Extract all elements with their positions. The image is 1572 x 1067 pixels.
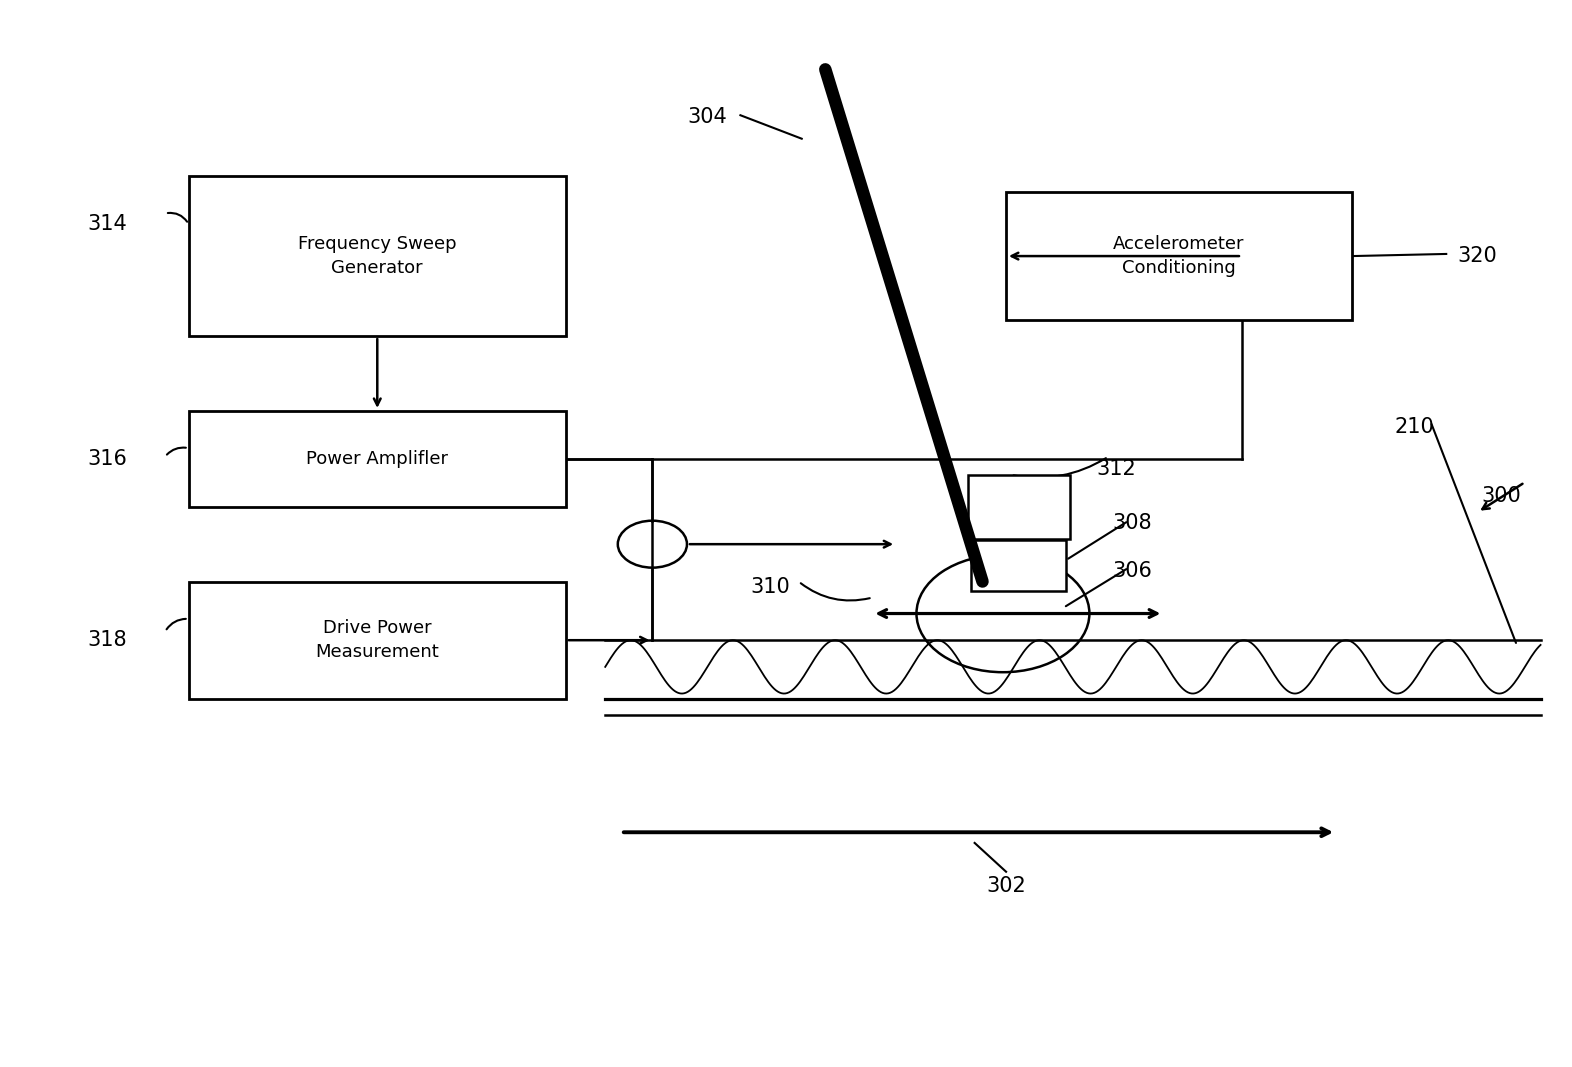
Text: 210: 210 (1394, 417, 1435, 436)
Text: 320: 320 (1457, 246, 1498, 266)
FancyBboxPatch shape (189, 582, 566, 699)
Text: Accelerometer
Conditioning: Accelerometer Conditioning (1113, 236, 1245, 276)
Text: 300: 300 (1481, 487, 1522, 506)
Text: 314: 314 (86, 214, 127, 234)
FancyBboxPatch shape (1006, 192, 1352, 320)
FancyBboxPatch shape (189, 411, 566, 507)
Text: Power Amplifler: Power Amplifler (307, 450, 448, 467)
Text: 316: 316 (86, 449, 127, 468)
Text: Frequency Sweep
Generator: Frequency Sweep Generator (299, 236, 456, 276)
FancyBboxPatch shape (968, 475, 1071, 539)
Text: 302: 302 (986, 876, 1027, 895)
Text: 312: 312 (1096, 460, 1137, 479)
Text: Drive Power
Measurement: Drive Power Measurement (316, 620, 439, 660)
Text: 308: 308 (1111, 513, 1152, 532)
Text: 318: 318 (86, 631, 127, 650)
Text: 306: 306 (1111, 561, 1152, 580)
FancyBboxPatch shape (189, 176, 566, 336)
Text: 304: 304 (687, 108, 728, 127)
Text: 310: 310 (750, 577, 791, 596)
FancyBboxPatch shape (971, 540, 1066, 591)
